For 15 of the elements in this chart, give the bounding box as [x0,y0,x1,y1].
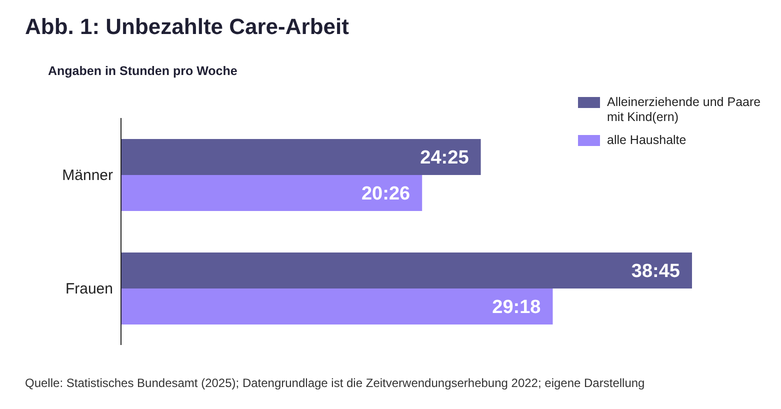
bar [121,175,422,211]
bar [121,139,481,175]
data-label: 38:45 [631,261,680,282]
data-label: 29:18 [492,297,541,318]
data-label: 24:25 [420,148,470,169]
bar [121,288,553,324]
source-note: Quelle: Statistisches Bundesamt (2025); Datengrundlage ist die Zeitverwendungserhebung 2022; eigene Darstellung [25,376,645,390]
data-label: 20:26 [361,184,410,205]
y-tick-label: Frauen [65,280,113,298]
chart-title: Abb. 1: Unbezahlte Care-Arbeit [25,14,349,40]
chart-subtitle: Angaben in Stunden pro Woche [48,64,238,78]
bar [121,252,692,288]
legend-label: Alleinerziehende und Paare mit Kind(ern) [607,95,762,125]
y-tick-label: Männer [62,167,114,184]
legend-label: alle Haushalte [607,133,686,148]
